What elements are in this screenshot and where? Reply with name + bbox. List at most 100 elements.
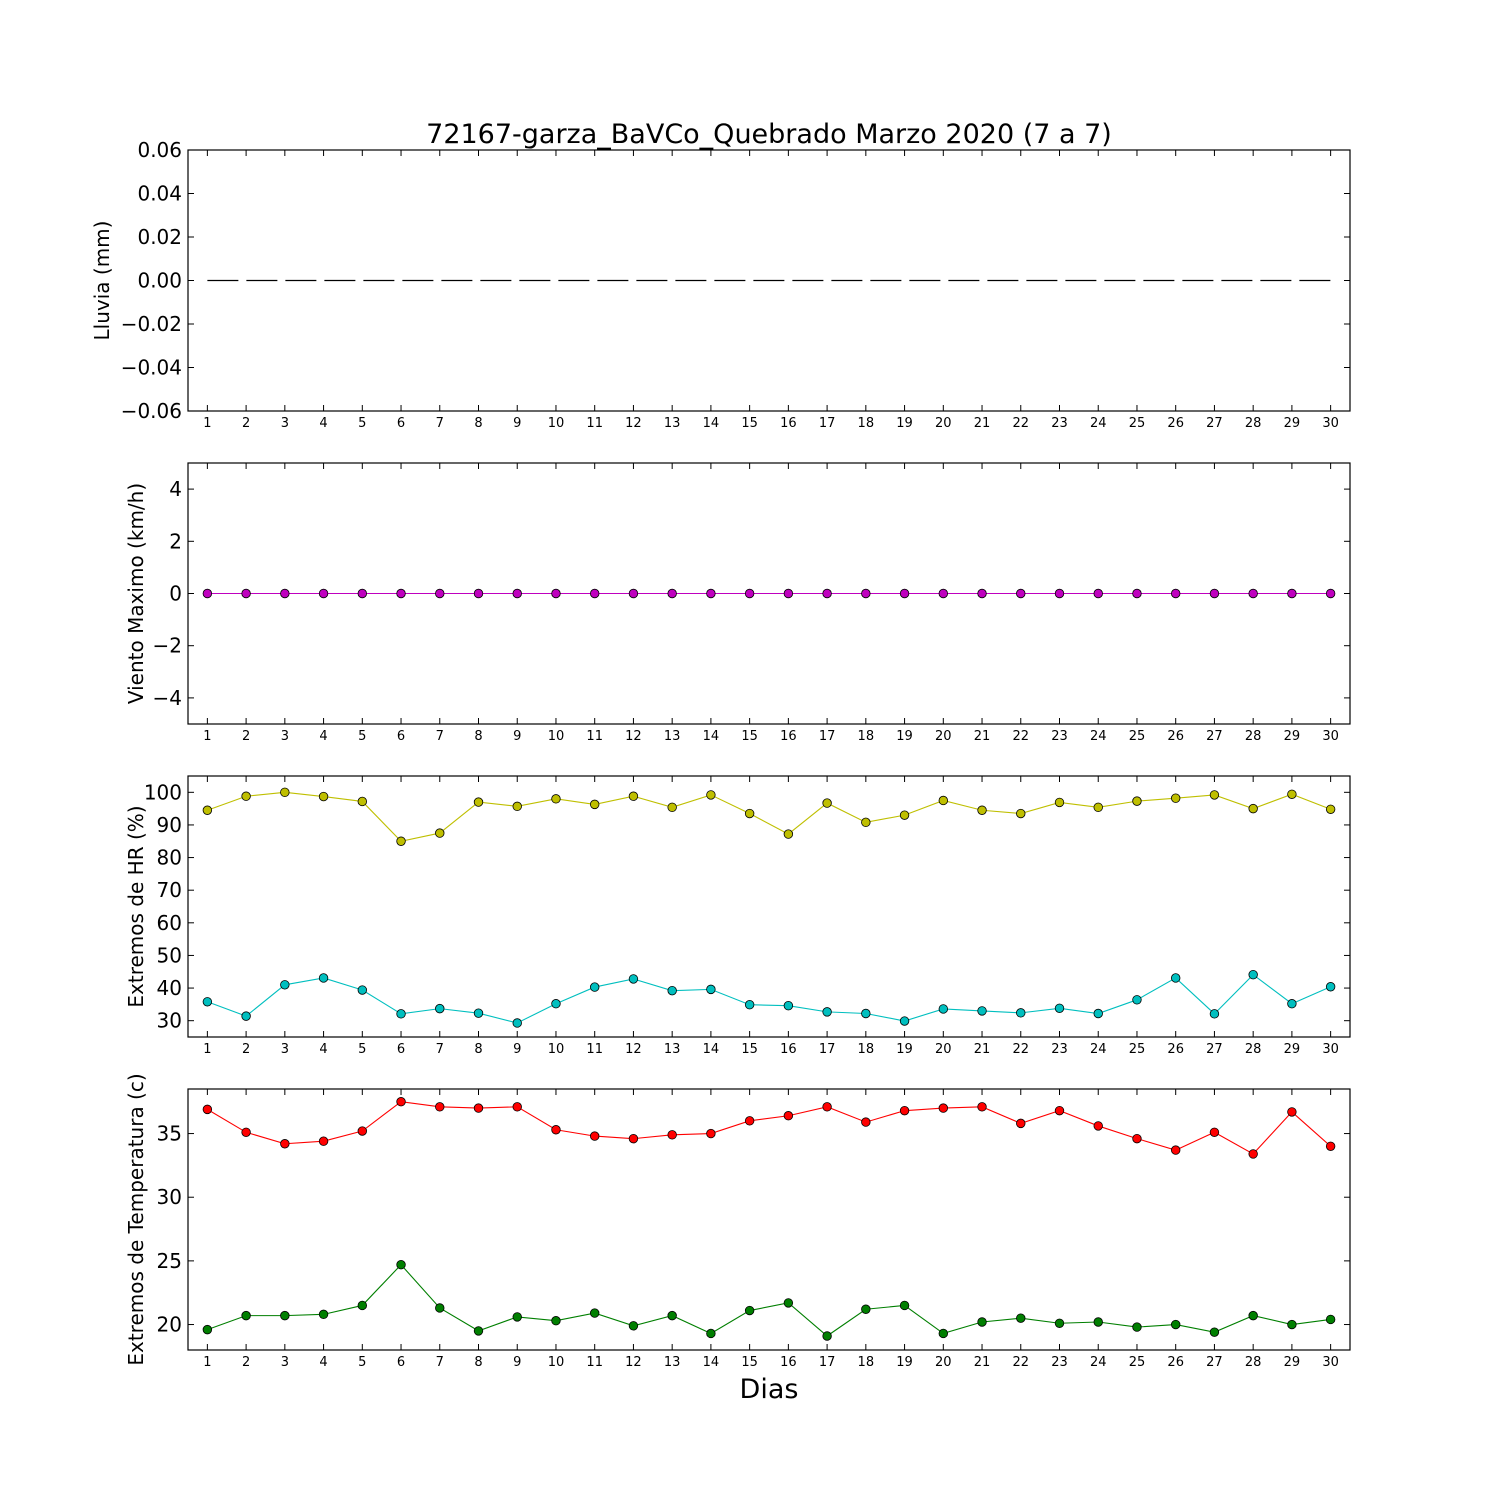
x-tick-label: 27 [1206, 1042, 1223, 1057]
x-tick-label: 17 [819, 1042, 836, 1057]
x-tick-label: 18 [858, 1355, 875, 1370]
x-tick-label: 4 [319, 1042, 327, 1057]
data-point [861, 1304, 871, 1314]
x-tick-label: 30 [1322, 1355, 1339, 1370]
x-tick-label: 19 [896, 729, 913, 744]
x-tick-label: 24 [1090, 416, 1107, 431]
data-point [590, 1131, 600, 1141]
series-1 [202, 1097, 1336, 1159]
data-point [744, 808, 755, 819]
x-tick-label: 1 [203, 416, 211, 431]
data-point [1132, 1133, 1142, 1144]
x-tick-label: 14 [703, 1355, 720, 1370]
data-point [435, 828, 445, 838]
x-tick-label: 15 [741, 416, 758, 431]
x-tick-label: 16 [780, 1042, 797, 1057]
data-point [628, 791, 639, 801]
y-tick-label: 0.02 [137, 225, 182, 249]
y-axis-label: Extremos de HR (%) [124, 805, 148, 1007]
y-tick-label: 80 [157, 846, 182, 870]
data-point [1016, 1313, 1026, 1323]
data-point [1287, 1319, 1297, 1330]
x-tick-label: 14 [703, 729, 720, 744]
x-tick-label: 11 [586, 1042, 603, 1057]
data-point [1170, 793, 1181, 803]
data-point [899, 1016, 910, 1026]
x-tick-label: 22 [1012, 1355, 1029, 1370]
x-tick-label: 29 [1284, 416, 1301, 431]
x-tick-label: 7 [436, 416, 444, 431]
x-tick-label: 2 [242, 1042, 250, 1057]
data-point [1287, 789, 1297, 799]
data-point [1093, 588, 1103, 599]
x-tick-label: 9 [513, 416, 521, 431]
y-tick-label: 30 [157, 1185, 182, 1209]
x-tick-label: 1 [203, 1042, 211, 1057]
x-tick-label: 12 [625, 1355, 642, 1370]
data-point [241, 791, 251, 801]
y-tick-label: 60 [157, 911, 182, 935]
data-point [744, 1000, 755, 1010]
x-tick-label: 26 [1167, 1042, 1184, 1057]
data-point [938, 1328, 949, 1339]
x-tick-label: 16 [780, 1355, 797, 1370]
x-tick-label: 28 [1245, 729, 1262, 744]
y-tick-label: 0.06 [137, 138, 182, 162]
data-point [512, 1018, 522, 1028]
x-tick-label: 3 [281, 416, 289, 431]
data-point [318, 973, 329, 983]
x-tick-label: 4 [319, 1355, 327, 1370]
data-point [1209, 790, 1220, 800]
data-point [1325, 804, 1336, 814]
x-tick-label: 16 [780, 729, 797, 744]
data-point [667, 588, 677, 599]
y-axis-label: Lluvia (mm) [90, 221, 114, 341]
data-point [473, 1326, 484, 1336]
data-point [435, 1303, 445, 1313]
data-point [435, 1003, 445, 1014]
x-tick-label: 14 [703, 1042, 720, 1057]
data-point [628, 974, 639, 984]
data-point [202, 1104, 213, 1115]
data-point [706, 984, 716, 995]
x-tick-label: 13 [664, 416, 681, 431]
x-tick-label: 25 [1129, 416, 1146, 431]
x-tick-label: 3 [281, 1355, 289, 1370]
x-tick-label: 19 [896, 1355, 913, 1370]
data-point [1209, 588, 1220, 599]
x-tick-label: 27 [1206, 729, 1223, 744]
data-point [551, 1125, 561, 1135]
x-tick-label: 8 [474, 416, 482, 431]
data-point [783, 588, 794, 599]
y-tick-label: −2 [153, 634, 182, 658]
x-tick-label: 29 [1284, 1355, 1301, 1370]
data-point [822, 1102, 832, 1112]
y-tick-label: −0.04 [121, 356, 182, 380]
data-point [706, 1328, 716, 1339]
x-tick-label: 20 [935, 416, 952, 431]
data-point [1248, 969, 1258, 980]
x-tick-label: 21 [974, 1355, 991, 1370]
data-point [1016, 588, 1026, 599]
data-point [1209, 1009, 1220, 1019]
x-tick-label: 5 [358, 1042, 366, 1057]
x-tick-label: 9 [513, 729, 521, 744]
y-tick-label: 20 [157, 1313, 182, 1337]
y-axis-label: Viento Maximo (km/h) [124, 483, 148, 704]
y-axis-label: Extremos de Temperatura (c) [124, 1073, 148, 1365]
data-point [1287, 1107, 1297, 1117]
data-point [861, 588, 871, 599]
data-point [977, 1317, 987, 1327]
x-tick-label: 19 [896, 416, 913, 431]
y-tick-label: 40 [157, 976, 182, 1000]
data-point [1325, 982, 1336, 992]
x-tick-label: 16 [780, 416, 797, 431]
y-tick-label: −4 [153, 686, 182, 710]
data-point [280, 588, 290, 599]
data-point [1016, 808, 1026, 819]
series-line [207, 1263, 1331, 1337]
data-point [1325, 1141, 1336, 1151]
x-tick-label: 6 [397, 729, 405, 744]
data-point [1325, 1314, 1336, 1325]
